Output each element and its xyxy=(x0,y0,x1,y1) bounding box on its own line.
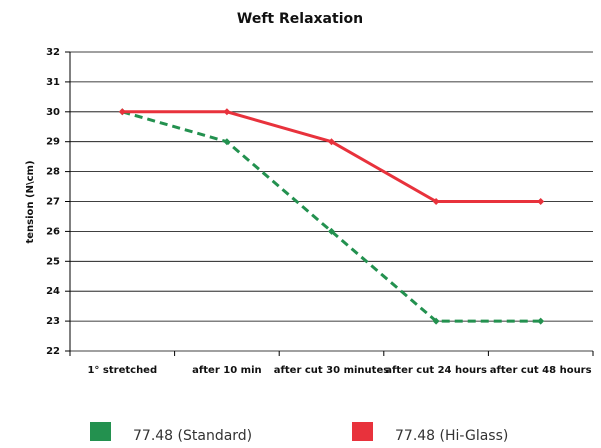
y-tick-label: 29 xyxy=(46,137,60,148)
x-tick-label: after cut 48 hours xyxy=(490,365,592,376)
legend-label: 77.48 (Standard) xyxy=(133,428,252,444)
series-line xyxy=(121,110,541,323)
legend-swatch xyxy=(90,422,111,441)
x-tick-label: after cut 30 minutes xyxy=(274,365,389,376)
y-tick-label: 25 xyxy=(46,256,60,267)
y-tick-label: 23 xyxy=(46,316,60,327)
y-tick-label: 28 xyxy=(46,167,60,178)
point xyxy=(328,227,335,235)
y-tick-label: 31 xyxy=(46,77,60,88)
y-tick-label: 32 xyxy=(46,47,60,58)
x-tick-label: after 10 min xyxy=(192,365,261,376)
y-axis-label: tension (N\cm) xyxy=(25,160,36,243)
chart-title: Weft Relaxation xyxy=(237,11,363,27)
point xyxy=(432,198,440,205)
point xyxy=(537,198,545,205)
x-tick-label: after cut 24 hours xyxy=(385,365,487,376)
legend-swatch xyxy=(352,422,373,441)
y-tick-label: 30 xyxy=(46,107,60,118)
point xyxy=(537,317,545,325)
series-line xyxy=(122,110,541,203)
y-tick-label: 27 xyxy=(46,197,60,208)
y-tick-label: 24 xyxy=(46,286,60,297)
x-tick-label: 1° stretched xyxy=(87,365,157,376)
legend-label: 77.48 (Hi-Glass) xyxy=(395,428,508,444)
y-tick-label: 22 xyxy=(46,346,60,357)
y-tick-label: 26 xyxy=(46,226,60,237)
point xyxy=(432,317,440,325)
point xyxy=(328,138,335,146)
point xyxy=(223,138,231,146)
point xyxy=(223,108,231,116)
point xyxy=(118,108,126,116)
